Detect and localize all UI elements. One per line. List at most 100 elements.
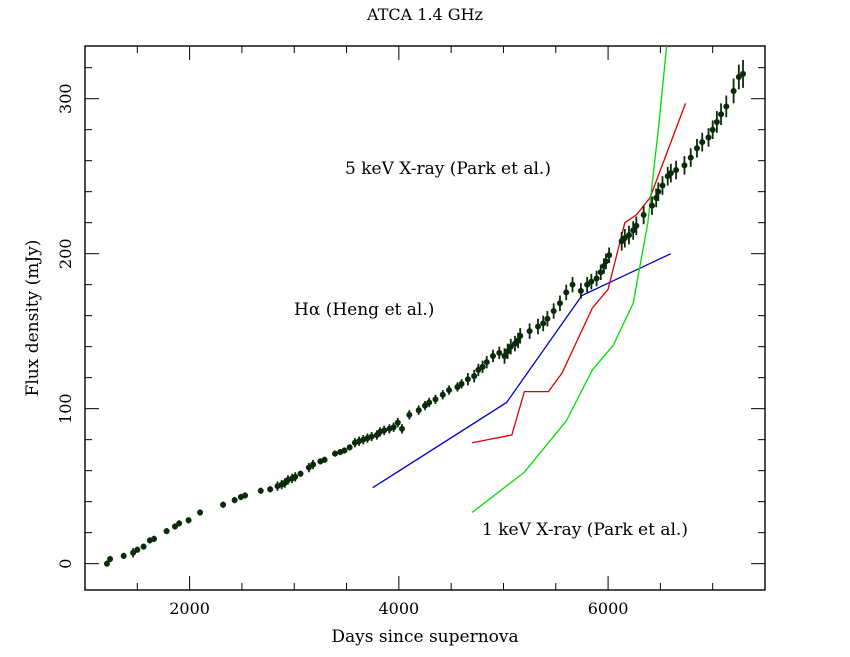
annotations: 5 keV X-ray (Park et al.) Hα (Heng et al… bbox=[294, 159, 688, 540]
data-point bbox=[563, 289, 570, 296]
x-tick-label: 4000 bbox=[378, 599, 419, 618]
data-point bbox=[151, 535, 158, 542]
data-point bbox=[305, 464, 312, 471]
y-tick-label: 0 bbox=[56, 559, 75, 569]
plot-frame bbox=[84, 45, 766, 591]
annotation-1kev: 1 keV X-ray (Park et al.) bbox=[482, 520, 688, 540]
data-point bbox=[501, 352, 508, 359]
data-point bbox=[694, 145, 700, 152]
series-lines bbox=[372, 46, 687, 514]
data-point bbox=[394, 419, 401, 426]
data-point bbox=[496, 349, 503, 356]
data-point bbox=[426, 399, 433, 406]
y-axis-ticks: 0 100 200 300 bbox=[56, 67, 765, 569]
annotation-halpha: Hα (Heng et al.) bbox=[294, 300, 434, 320]
data-point bbox=[606, 252, 613, 259]
data-point bbox=[730, 87, 737, 94]
data-point bbox=[120, 552, 127, 559]
data-point bbox=[415, 407, 422, 414]
data-point bbox=[297, 470, 304, 477]
data-point bbox=[507, 343, 514, 350]
data-point bbox=[242, 492, 249, 499]
data-point bbox=[103, 560, 110, 567]
data-point bbox=[176, 520, 183, 527]
y-axis-label: Flux density (mJy) bbox=[23, 240, 43, 397]
data-point bbox=[446, 387, 453, 394]
data-point bbox=[740, 70, 747, 77]
data-point bbox=[310, 461, 317, 468]
data-point bbox=[687, 154, 694, 161]
data-point bbox=[231, 497, 238, 504]
y-tick-label: 100 bbox=[56, 393, 75, 424]
data-point bbox=[381, 427, 388, 434]
data-point bbox=[504, 348, 511, 355]
data-point bbox=[577, 287, 584, 294]
data-point bbox=[593, 275, 600, 282]
data-point bbox=[171, 523, 178, 530]
data-point bbox=[471, 373, 478, 380]
x-axis-ticks: 2000 4000 6000 bbox=[84, 46, 766, 618]
series-line-3 bbox=[471, 46, 668, 514]
data-point bbox=[490, 352, 496, 359]
data-point bbox=[134, 546, 141, 553]
data-point bbox=[673, 166, 680, 173]
data-point bbox=[390, 424, 397, 431]
data-point bbox=[197, 509, 204, 516]
data-point bbox=[699, 139, 706, 146]
data-point bbox=[630, 227, 637, 234]
data-point bbox=[584, 281, 591, 288]
data-point bbox=[479, 363, 486, 370]
data-point bbox=[368, 433, 375, 440]
data-point bbox=[332, 450, 339, 457]
data-point bbox=[659, 182, 666, 189]
data-point bbox=[220, 501, 227, 508]
data-point bbox=[107, 556, 114, 563]
data-point bbox=[398, 425, 405, 432]
chart-title: ATCA 1.4 GHz bbox=[366, 5, 483, 24]
data-point bbox=[464, 376, 471, 383]
data-point bbox=[257, 487, 264, 494]
data-point bbox=[588, 278, 595, 285]
y-tick-label: 200 bbox=[56, 238, 75, 269]
data-points bbox=[103, 59, 747, 567]
x-axis-label: Days since supernova bbox=[331, 627, 518, 647]
data-point bbox=[718, 111, 725, 118]
data-point bbox=[569, 281, 576, 288]
data-point bbox=[454, 383, 461, 390]
data-point bbox=[602, 258, 609, 265]
data-point bbox=[723, 103, 730, 110]
data-point bbox=[597, 269, 604, 276]
x-tick-label: 6000 bbox=[588, 599, 629, 618]
data-point bbox=[483, 359, 490, 366]
data-point bbox=[321, 456, 328, 463]
data-point bbox=[432, 396, 439, 403]
data-point bbox=[626, 232, 632, 239]
data-point bbox=[341, 447, 348, 454]
data-point bbox=[709, 126, 716, 133]
data-point bbox=[667, 170, 674, 177]
x-tick-label: 2000 bbox=[169, 599, 210, 618]
data-point bbox=[140, 543, 147, 550]
data-point bbox=[633, 222, 640, 229]
data-point bbox=[185, 517, 192, 524]
data-point bbox=[130, 549, 137, 556]
data-point bbox=[292, 473, 299, 480]
data-point bbox=[406, 411, 413, 418]
data-point bbox=[458, 380, 465, 387]
y-tick-label: 300 bbox=[56, 83, 75, 114]
data-point bbox=[649, 202, 656, 209]
data-point bbox=[540, 320, 547, 327]
series-line-2 bbox=[471, 103, 687, 444]
data-point bbox=[544, 315, 551, 322]
data-point bbox=[735, 73, 742, 80]
series-line-1 bbox=[372, 253, 672, 489]
data-point bbox=[346, 444, 353, 451]
data-point bbox=[475, 366, 482, 373]
data-point bbox=[705, 134, 712, 141]
data-point bbox=[526, 328, 533, 335]
data-point bbox=[534, 323, 541, 330]
data-point bbox=[163, 528, 170, 535]
data-point bbox=[517, 332, 524, 339]
data-point bbox=[556, 300, 563, 307]
